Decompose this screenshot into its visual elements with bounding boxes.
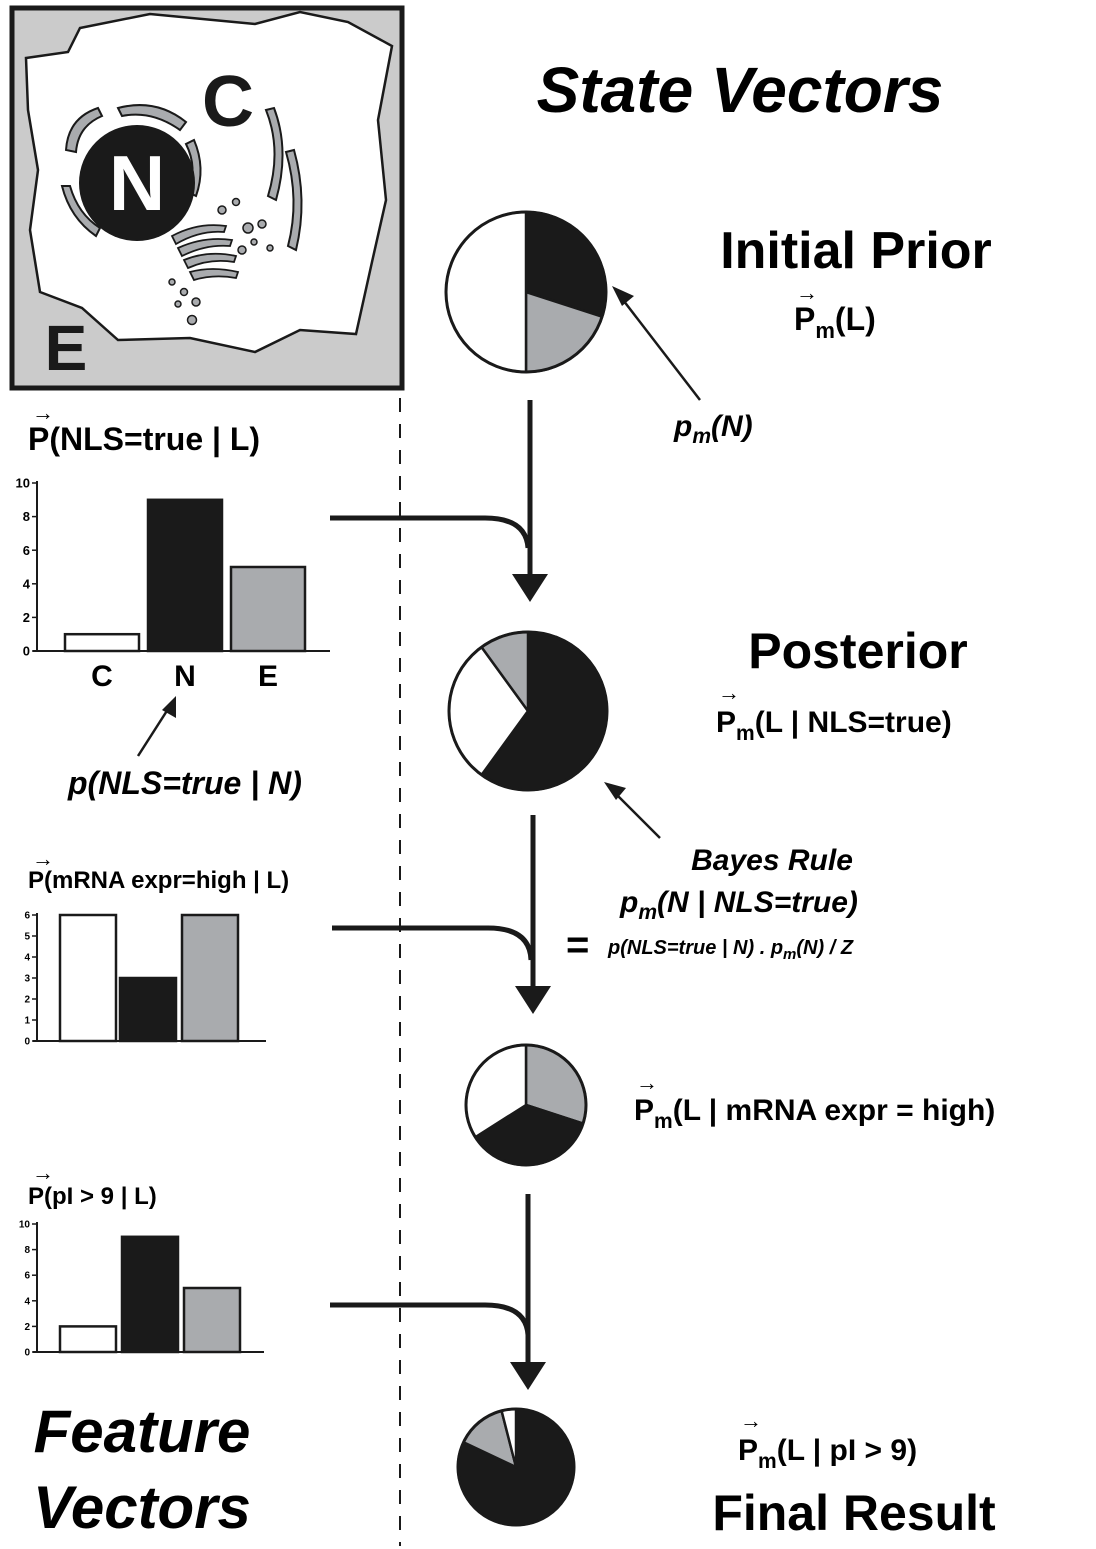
y-tick-label: 10 bbox=[19, 1220, 31, 1231]
y-tick-label: 2 bbox=[24, 1322, 30, 1333]
y-tick-label: 5 bbox=[24, 932, 30, 943]
annotation-arrows bbox=[136, 286, 701, 839]
nucleus-label: N bbox=[109, 139, 165, 227]
arrowheads bbox=[510, 574, 551, 1390]
y-tick-label: 8 bbox=[24, 1245, 30, 1256]
y-tick-label: 3 bbox=[24, 974, 30, 985]
nucleus bbox=[79, 125, 195, 241]
category-label: E bbox=[258, 660, 278, 693]
pie-slice-c bbox=[444, 210, 528, 374]
bar-n bbox=[120, 1235, 180, 1354]
pie-posterior bbox=[447, 630, 609, 792]
pie-outline bbox=[444, 210, 608, 374]
vesicles bbox=[168, 197, 274, 326]
bar-chart-nls: → P(NLS=true | L) 0 2 4 6 8 10 C N E bbox=[16, 400, 330, 693]
bayes-rule-title: Bayes Rule bbox=[691, 844, 853, 877]
final-vector-text: Pm(L | pI > 9) bbox=[738, 1434, 917, 1473]
chart-title: P(pI > 9 | L) bbox=[28, 1183, 157, 1210]
bar-n bbox=[146, 498, 224, 653]
pnls-pointer bbox=[136, 705, 172, 757]
posterior-vector-label: → Pm(L | NLS=true) bbox=[716, 680, 952, 745]
vector-arrow: → bbox=[740, 1408, 762, 1433]
feature-vectors-heading-line1: Feature bbox=[34, 1398, 251, 1465]
y-tick-label: 6 bbox=[24, 1271, 30, 1282]
arrowhead-2 bbox=[515, 986, 551, 1014]
bar-c bbox=[63, 632, 141, 653]
pie-final-result bbox=[456, 1407, 576, 1527]
bar-e bbox=[182, 1286, 242, 1354]
y-tick-label: 0 bbox=[24, 1348, 30, 1359]
chart-title-arrow: → bbox=[32, 846, 54, 871]
final-vector-label: → Pm(L | pI > 9) bbox=[738, 1408, 917, 1473]
chart-title: P(NLS=true | L) bbox=[28, 421, 260, 457]
y-tick-label: 4 bbox=[24, 953, 30, 964]
cell-membrane bbox=[24, 10, 394, 354]
golgi-apparatus bbox=[170, 224, 240, 282]
pie-outline bbox=[456, 1407, 576, 1527]
prior-vector-text: Pm(L) bbox=[794, 301, 876, 343]
posterior-vector-text: Pm(L | NLS=true) bbox=[716, 706, 952, 745]
bar-e bbox=[229, 565, 307, 653]
pm-n-annotation: pm(N) bbox=[673, 410, 753, 448]
posterior-heading: Posterior bbox=[748, 623, 968, 679]
p-nls-n-annotation: p(NLS=true | N) bbox=[67, 765, 302, 801]
vector-arrow: → bbox=[718, 680, 740, 705]
category-label: N bbox=[174, 660, 196, 693]
bayes-pointer-head bbox=[604, 782, 626, 800]
pie-outline bbox=[447, 630, 609, 792]
category-label: C bbox=[91, 660, 113, 693]
prior-vector-label: → Pm(L) bbox=[794, 280, 876, 343]
mrna-state-vector-label: → Pm(L | mRNA expr = high) bbox=[634, 1070, 995, 1133]
bar-e bbox=[180, 913, 240, 1043]
pie-initial-prior bbox=[444, 210, 608, 374]
bar-n bbox=[118, 976, 178, 1043]
mrna-state-vector-text: Pm(L | mRNA expr = high) bbox=[634, 1094, 995, 1133]
y-tick-label: 4 bbox=[24, 1296, 30, 1307]
bayes-rule-lhs: pm(N | NLS=true) bbox=[619, 886, 858, 924]
arrowhead-3 bbox=[510, 1362, 546, 1390]
pnls-pointer-head bbox=[162, 696, 176, 718]
y-tick-label: 4 bbox=[23, 576, 31, 591]
bar-c bbox=[58, 913, 118, 1043]
y-tick-label: 8 bbox=[23, 509, 30, 524]
y-tick-label: 2 bbox=[24, 995, 30, 1006]
y-tick-label: 10 bbox=[16, 476, 30, 491]
chart-title: P(mRNA expr=high | L) bbox=[28, 867, 289, 894]
endoplasmic-reticulum bbox=[60, 104, 303, 252]
flow-arrows bbox=[330, 400, 536, 1366]
bar-c bbox=[58, 1325, 118, 1354]
merge-curve-2 bbox=[332, 925, 534, 961]
chart-title-arrow: → bbox=[32, 1160, 54, 1185]
bar-chart-mrna: → P(mRNA expr=high | L) 0 1 2 3 4 5 6 bbox=[24, 846, 289, 1048]
chart-title-arrow: → bbox=[32, 400, 54, 425]
y-tick-label: 6 bbox=[24, 911, 30, 922]
extracellular-label: E bbox=[45, 312, 88, 384]
y-tick-label: 2 bbox=[23, 610, 30, 625]
y-tick-label: 1 bbox=[24, 1016, 30, 1027]
bayes-rule-rhs: p(NLS=true | N) . pm(N) / Z bbox=[607, 937, 854, 963]
initial-prior-heading: Initial Prior bbox=[720, 222, 992, 280]
vector-arrow: → bbox=[636, 1070, 658, 1095]
bayes-pointer bbox=[611, 789, 661, 839]
feature-vectors-heading-line2: Vectors bbox=[33, 1474, 251, 1541]
pmn-pointer-head bbox=[612, 286, 634, 306]
bar-chart-pi: → P(pI > 9 | L) 0 2 4 6 8 10 bbox=[19, 1160, 264, 1359]
bayes-rule-equals: = bbox=[566, 923, 589, 967]
pmn-pointer bbox=[619, 295, 701, 401]
pie-outline bbox=[464, 1043, 588, 1167]
vector-arrow: → bbox=[796, 280, 818, 305]
merge-curve-3 bbox=[330, 1302, 531, 1336]
y-tick-label: 0 bbox=[23, 644, 30, 659]
final-result-heading: Final Result bbox=[712, 1485, 996, 1541]
cytoplasm-label: C bbox=[202, 62, 254, 142]
arrowhead-1 bbox=[512, 574, 548, 602]
y-tick-label: 6 bbox=[23, 543, 30, 558]
state-vectors-heading: State Vectors bbox=[537, 54, 944, 126]
merge-curve-1 bbox=[330, 515, 531, 549]
y-tick-label: 0 bbox=[24, 1037, 30, 1048]
pie-mrna-state bbox=[464, 1043, 588, 1167]
cell-illustration: N C E bbox=[9, 5, 405, 391]
